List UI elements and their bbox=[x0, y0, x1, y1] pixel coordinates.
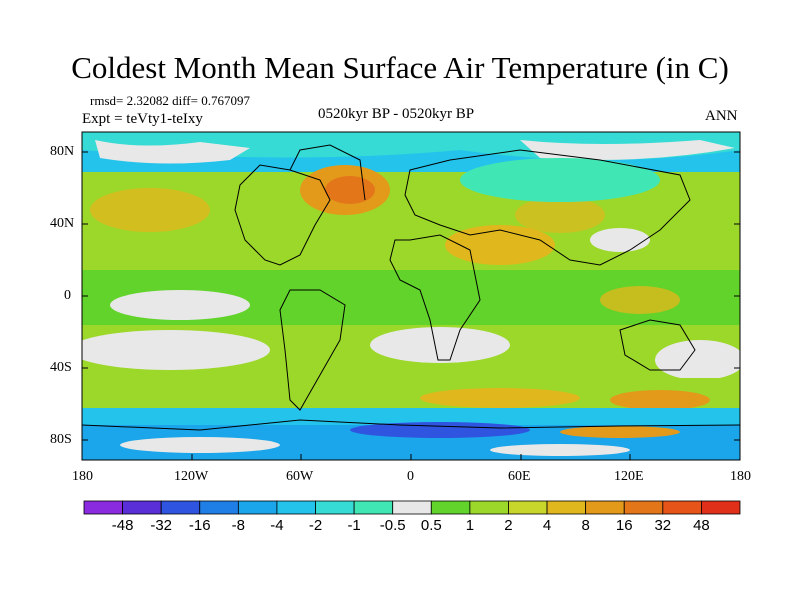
lat-label-80s: 80S bbox=[50, 432, 72, 447]
colorbar-label: -2 bbox=[308, 517, 323, 534]
colorbar-label: -32 bbox=[150, 517, 173, 534]
lon-label-120e: 120E bbox=[614, 469, 644, 484]
period-label: 0520kyr BP - 0520kyr BP bbox=[318, 106, 475, 122]
experiment-label: Expt = teVty1-teIxy bbox=[82, 111, 203, 127]
colorbar-label: -1 bbox=[347, 517, 361, 534]
lon-label-60e: 60E bbox=[508, 469, 531, 484]
colorbar-label: -48 bbox=[111, 517, 134, 534]
map-title: Coldest Month Mean Surface Air Temperatu… bbox=[71, 50, 729, 85]
colorbar-swatch bbox=[508, 500, 548, 515]
lon-label-180w: 180 bbox=[72, 469, 93, 484]
colorbar-label: 4 bbox=[542, 517, 552, 534]
colorbar-swatch bbox=[199, 500, 239, 515]
lat-label-40n: 40N bbox=[50, 216, 75, 231]
stats-line: rmsd= 2.32082 diff= 0.767097 bbox=[90, 93, 250, 108]
season-label: ANN bbox=[705, 108, 738, 124]
lat-tick-marks bbox=[82, 151, 740, 441]
colorbar-label: -0.5 bbox=[379, 517, 406, 534]
colorbar-swatch bbox=[122, 500, 162, 515]
colorbar-label: 2 bbox=[504, 517, 513, 534]
coastlines bbox=[82, 144, 740, 431]
colorbar-swatch bbox=[160, 500, 201, 515]
colorbar-label: 16 bbox=[615, 517, 633, 534]
colorbar-swatch bbox=[546, 500, 587, 515]
lat-label-0: 0 bbox=[64, 288, 71, 303]
lon-label-60w: 60W bbox=[286, 469, 314, 484]
colorbar-label: 1 bbox=[465, 517, 475, 534]
colorbar bbox=[83, 500, 741, 515]
lon-label-120w: 120W bbox=[174, 469, 209, 484]
colorbar-label: 0.5 bbox=[420, 517, 442, 534]
colorbar-swatch bbox=[469, 500, 509, 515]
lat-label-80n: 80N bbox=[50, 144, 75, 159]
colorbar-swatch bbox=[623, 500, 664, 515]
colorbar-label: -16 bbox=[188, 517, 211, 534]
lon-label-180e: 180 bbox=[730, 469, 751, 484]
colorbar-label: -8 bbox=[231, 517, 246, 534]
colorbar-swatch bbox=[662, 500, 702, 515]
colorbar-swatch bbox=[83, 500, 123, 515]
colorbar-swatch bbox=[353, 500, 394, 515]
colorbar-label: 32 bbox=[654, 517, 672, 534]
colorbar-swatch bbox=[315, 500, 355, 515]
temperature-field bbox=[82, 132, 740, 460]
colorbar-swatch bbox=[276, 500, 316, 515]
colorbar-label: 48 bbox=[693, 517, 710, 534]
colorbar-swatch bbox=[392, 500, 432, 515]
lon-tick-marks bbox=[81, 454, 741, 460]
lat-label-40s: 40S bbox=[50, 360, 72, 375]
colorbar-label: 8 bbox=[581, 517, 590, 534]
lon-label-0: 0 bbox=[407, 469, 414, 484]
colorbar-swatch bbox=[430, 500, 471, 515]
colorbar-swatch bbox=[701, 500, 741, 515]
colorbar-swatch bbox=[237, 500, 278, 515]
colorbar-label: -4 bbox=[270, 517, 284, 534]
colorbar-swatch bbox=[585, 500, 625, 515]
